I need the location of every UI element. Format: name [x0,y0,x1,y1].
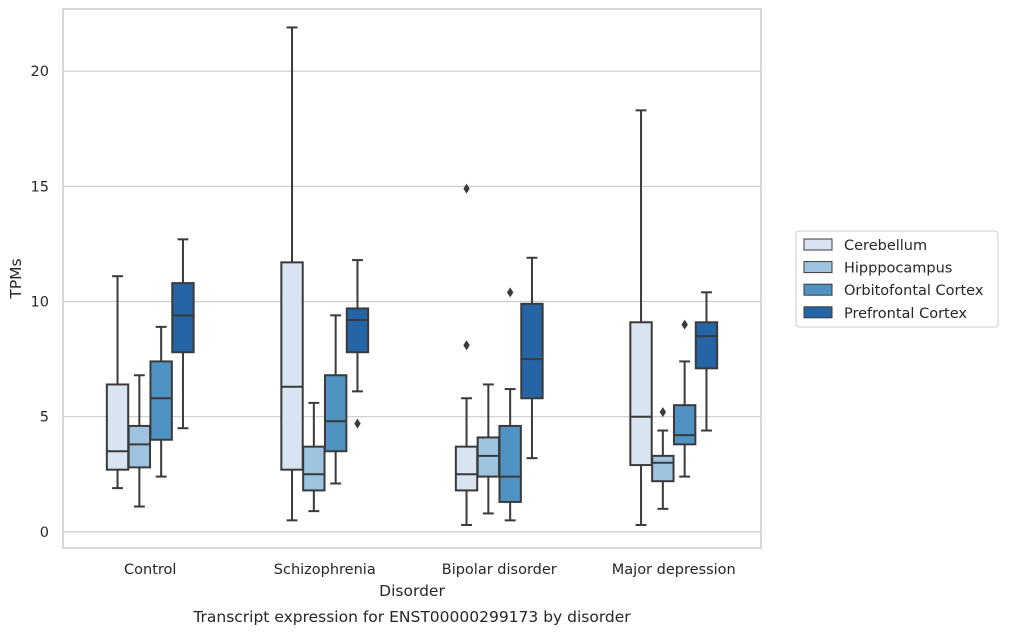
box-body [454,445,479,492]
chart-title: Transcript expression for ENST0000029917… [192,608,631,626]
outlier-point [463,340,470,351]
legend-frame [795,230,999,328]
box-body [127,424,152,469]
box-2-1 [323,314,348,485]
box-1-1 [302,401,326,513]
legend-swatch [803,261,833,274]
box-body [302,445,326,492]
outlier-point [506,287,514,298]
box-2-0 [149,325,173,478]
y-tick-label: 0 [40,525,49,541]
y-tick-labels: 0 5 10 15 20 [31,64,49,541]
boxes [105,26,719,526]
legend-swatch [803,238,833,251]
legend-item: Orbitofontal Cortex [803,283,984,299]
outlier-point [681,319,688,330]
legend: Cerebellum Hipppocampus Orbitofontal Corte… [795,230,999,328]
x-tick-label: Schizophrenia [274,562,376,578]
box-2-3 [672,319,697,478]
box-body [672,404,697,446]
legend-label: Hipppocampus [844,261,952,277]
legend-swatch [803,306,833,319]
box-1-0 [127,374,152,508]
x-tick-labels: Control Schizophrenia Bipolar disorder Majo… [124,562,736,578]
y-axis-label: TPMs [7,258,25,299]
box-body [171,282,195,354]
plot-frame [62,8,762,549]
box-body [323,374,348,453]
legend-item: Cerebellum [803,238,927,254]
y-tick-label: 5 [40,410,49,426]
legend-swatch [803,283,833,296]
y-tick-label: 10 [31,295,49,311]
box-3-2 [520,256,544,460]
box-body [476,436,501,478]
box-body [280,261,304,471]
legend-label: Orbitofontal Cortex [844,283,984,299]
box-body [105,383,130,471]
box-0-3 [629,109,653,526]
box-body [651,454,675,483]
outlier-point [463,183,470,194]
x-tick-label: Major depression [612,562,736,578]
legend-label: Cerebellum [844,238,927,254]
legend-item: Hipppocampus [803,261,952,277]
box-1-2 [476,383,501,515]
box-0-2 [454,183,479,526]
box-0-1 [280,26,304,522]
legend-item: Prefrontal Cortex [803,306,967,322]
box-3-0 [171,238,195,430]
outlier-point [354,418,361,429]
y-tick-label: 15 [31,179,49,195]
y-tick-label: 20 [31,64,49,80]
box-body [498,424,522,503]
box-1-3 [651,407,675,510]
box-body [149,360,173,441]
box-3-3 [694,291,719,432]
x-tick-label: Control [124,562,176,578]
box-body [520,302,544,400]
box-0-0 [105,275,130,490]
outlier-point [659,407,667,418]
box-3-1 [345,259,370,429]
box-2-2 [498,287,522,522]
box-body [629,321,653,467]
x-axis-label: Disorder [379,582,445,600]
legend-label: Prefrontal Cortex [844,306,967,322]
box-body [694,321,719,370]
x-tick-label: Bipolar disorder [442,562,557,578]
box-body [345,307,370,354]
